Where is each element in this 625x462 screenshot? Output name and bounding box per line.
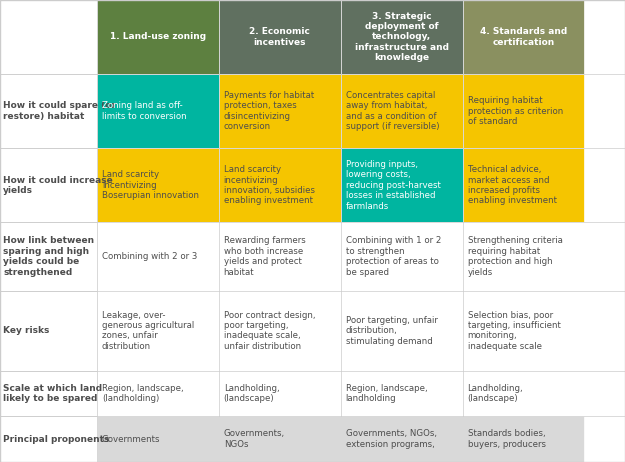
Bar <box>462 148 584 222</box>
Bar <box>462 222 584 291</box>
Bar <box>341 371 462 416</box>
Text: Landholding,
(landscape): Landholding, (landscape) <box>224 384 279 403</box>
Bar <box>341 222 462 291</box>
Text: Land scarcity
incentivizing
innovation, subsidies
enabling investment: Land scarcity incentivizing innovation, … <box>224 165 315 205</box>
Text: Payments for habitat
protection, taxes
disincentivizing
conversion: Payments for habitat protection, taxes d… <box>224 91 314 131</box>
Text: Region, landscape,
(landholding): Region, landscape, (landholding) <box>102 384 184 403</box>
Text: How it could spare (or
restore) habitat: How it could spare (or restore) habitat <box>3 101 116 121</box>
Text: How it could increase
yields: How it could increase yields <box>3 176 113 195</box>
Bar <box>462 371 584 416</box>
Text: 4. Standards and
certification: 4. Standards and certification <box>480 27 567 47</box>
Text: Governments,
NGOs: Governments, NGOs <box>224 430 285 449</box>
Text: Selection bias, poor
targeting, insufficient
monitoring,
inadequate scale: Selection bias, poor targeting, insuffic… <box>468 310 561 351</box>
Text: Scale at which land
likely to be spared: Scale at which land likely to be spared <box>3 384 102 403</box>
Bar <box>219 222 341 291</box>
Bar <box>462 0 584 74</box>
Text: Concentrates capital
away from habitat,
and as a condition of
support (if revers: Concentrates capital away from habitat, … <box>346 91 439 131</box>
Text: Providing inputs,
lowering costs,
reducing post-harvest
losses in established
fa: Providing inputs, lowering costs, reduci… <box>346 160 441 211</box>
Text: 2. Economic
incentives: 2. Economic incentives <box>249 27 310 47</box>
Text: Standards bodies,
buyers, producers: Standards bodies, buyers, producers <box>468 430 546 449</box>
Text: Zoning land as off-
limits to conversion: Zoning land as off- limits to conversion <box>102 101 186 121</box>
Text: 1. Land-use zoning: 1. Land-use zoning <box>110 32 206 42</box>
Text: How link between
sparing and high
yields could be
strengthened: How link between sparing and high yields… <box>3 237 94 277</box>
Bar <box>97 148 219 222</box>
Bar <box>341 0 462 74</box>
Text: Governments, NGOs,
extension programs,: Governments, NGOs, extension programs, <box>346 430 437 449</box>
Text: Combining with 2 or 3: Combining with 2 or 3 <box>102 252 198 261</box>
Bar <box>462 291 584 371</box>
Bar <box>341 416 462 462</box>
Text: Poor contract design,
poor targeting,
inadequate scale,
unfair distribution: Poor contract design, poor targeting, in… <box>224 310 315 351</box>
Bar <box>219 148 341 222</box>
Bar <box>97 74 219 148</box>
Bar <box>97 371 219 416</box>
Bar <box>0 416 97 462</box>
Text: Technical advice,
market access and
increased profits
enabling investment: Technical advice, market access and incr… <box>468 165 556 205</box>
Bar <box>97 291 219 371</box>
Bar <box>219 371 341 416</box>
Bar <box>462 74 584 148</box>
Bar <box>0 291 97 371</box>
Bar <box>0 371 97 416</box>
Text: Rewarding farmers
who both increase
yields and protect
habitat: Rewarding farmers who both increase yiel… <box>224 237 306 277</box>
Text: Key risks: Key risks <box>3 326 49 335</box>
Bar <box>341 148 462 222</box>
Text: 3. Strategic
deployment of
technology,
infrastructure and
knowledge: 3. Strategic deployment of technology, i… <box>354 12 449 62</box>
Bar <box>341 291 462 371</box>
Text: Requiring habitat
protection as criterion
of standard: Requiring habitat protection as criterio… <box>468 96 562 126</box>
Bar <box>97 416 219 462</box>
Bar <box>341 74 462 148</box>
Text: Land scarcity
incentivizing
Boserupian innovation: Land scarcity incentivizing Boserupian i… <box>102 170 199 200</box>
Text: Poor targeting, unfair
distribution,
stimulating demand: Poor targeting, unfair distribution, sti… <box>346 316 438 346</box>
Text: Combining with 1 or 2
to strengthen
protection of areas to
be spared: Combining with 1 or 2 to strengthen prot… <box>346 237 441 277</box>
Bar <box>219 0 341 74</box>
Text: Landholding,
(landscape): Landholding, (landscape) <box>468 384 523 403</box>
Text: Governments: Governments <box>102 435 161 444</box>
Bar <box>462 416 584 462</box>
Text: Principal proponents: Principal proponents <box>3 435 109 444</box>
Bar <box>219 74 341 148</box>
Text: Leakage, over-
generous agricultural
zones, unfair
distribution: Leakage, over- generous agricultural zon… <box>102 310 194 351</box>
Bar <box>0 222 97 291</box>
Bar <box>97 0 219 74</box>
Bar <box>97 222 219 291</box>
Bar <box>219 416 341 462</box>
Text: Region, landscape,
landholding: Region, landscape, landholding <box>346 384 428 403</box>
Text: Strengthening criteria
requiring habitat
protection and high
yields: Strengthening criteria requiring habitat… <box>468 237 562 277</box>
Bar <box>219 291 341 371</box>
Bar <box>0 148 97 222</box>
Bar <box>0 74 97 148</box>
